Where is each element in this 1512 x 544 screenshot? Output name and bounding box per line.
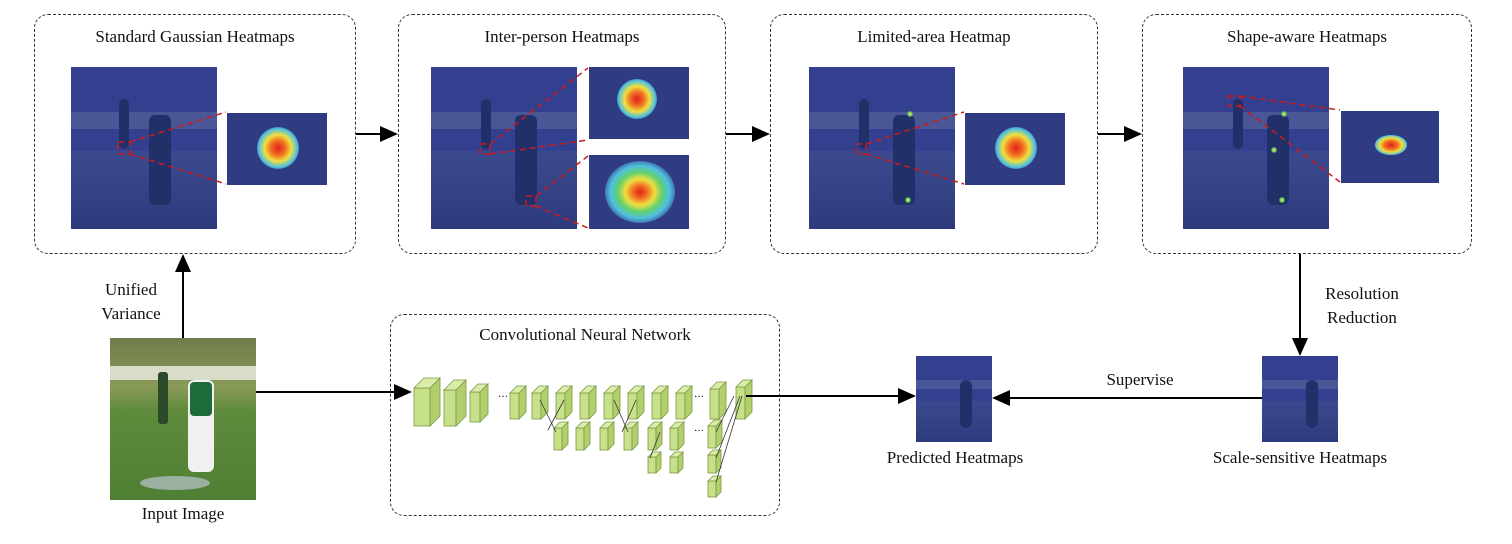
cnn-connection [547, 399, 565, 431]
cnn-ellipsis: ··· [498, 392, 508, 403]
stage-inter-person: Inter-person Heatmaps [398, 14, 726, 254]
cnn-layer-block [627, 385, 645, 420]
stage-title: Standard Gaussian Heatmaps [95, 27, 295, 46]
cnn-layer-block [413, 377, 441, 427]
cnn-connection [539, 399, 557, 433]
cnn-layer-block [675, 385, 693, 420]
zoom-inset [1341, 111, 1439, 183]
unified-variance-line2: Variance [101, 304, 161, 323]
predicted-heatmap-image [916, 356, 992, 442]
cnn-connection [715, 395, 735, 433]
supervise-label: Supervise [1106, 370, 1174, 389]
predicted-heatmaps-label: Predicted Heatmaps [886, 448, 1024, 467]
unified-variance-line1: Unified [105, 280, 157, 299]
cnn-layer-block [599, 421, 615, 451]
heatmap-image [1183, 67, 1329, 229]
zoom-inset [965, 113, 1065, 185]
cnn-layer-block [603, 385, 621, 420]
cnn-layer-block [509, 385, 527, 420]
cnn-layer-block [531, 385, 549, 420]
zoom-inset [227, 113, 327, 185]
stage-title: Inter-person Heatmaps [484, 27, 640, 46]
cnn-layer-block [623, 421, 639, 451]
stage-limited-area: Limited-area Heatmap [770, 14, 1098, 254]
cnn-connection [621, 399, 637, 433]
cnn-layer-block [669, 451, 684, 474]
resolution-reduction-line1: Resolution [1325, 284, 1399, 303]
scale-sensitive-heatmap-image [1262, 356, 1338, 442]
cnn-connection [715, 395, 741, 459]
cnn-layer-block [469, 383, 489, 423]
stage-title: Limited-area Heatmap [857, 27, 1011, 46]
resolution-reduction-line2: Reduction [1327, 308, 1397, 327]
stage-shape-aware: Shape-aware Heatmaps [1142, 14, 1472, 254]
stage-standard-gaussian: Standard Gaussian Heatmaps [34, 14, 356, 254]
input-image-label: Input Image [141, 504, 225, 523]
cnn-connection [613, 399, 629, 433]
cnn-connection [649, 431, 661, 459]
cnn-box: Convolutional Neural Network [390, 314, 780, 516]
cnn-layer-block [579, 385, 597, 420]
cnn-layer-block [707, 475, 722, 498]
zoom-inset-top [589, 67, 689, 139]
zoom-inset-bottom [589, 155, 689, 229]
cnn-layer-block [575, 421, 591, 451]
cnn-title: Convolutional Neural Network [479, 325, 691, 344]
heatmap-image [809, 67, 955, 229]
heatmap-image [71, 67, 217, 229]
scale-sensitive-heatmaps-label: Scale-sensitive Heatmaps [1212, 448, 1388, 467]
cnn-layer-block [553, 421, 569, 451]
cnn-layer-block [651, 385, 669, 420]
heatmap-image [431, 67, 577, 229]
cnn-connection [715, 395, 743, 483]
input-image [110, 338, 256, 500]
cnn-ellipsis: ··· [694, 392, 704, 403]
cnn-ellipsis: ··· [694, 426, 704, 437]
stage-title: Shape-aware Heatmaps [1226, 27, 1387, 46]
cnn-layer-block [443, 379, 467, 427]
cnn-layer-block [669, 421, 685, 451]
cnn-layer-block [735, 379, 753, 420]
